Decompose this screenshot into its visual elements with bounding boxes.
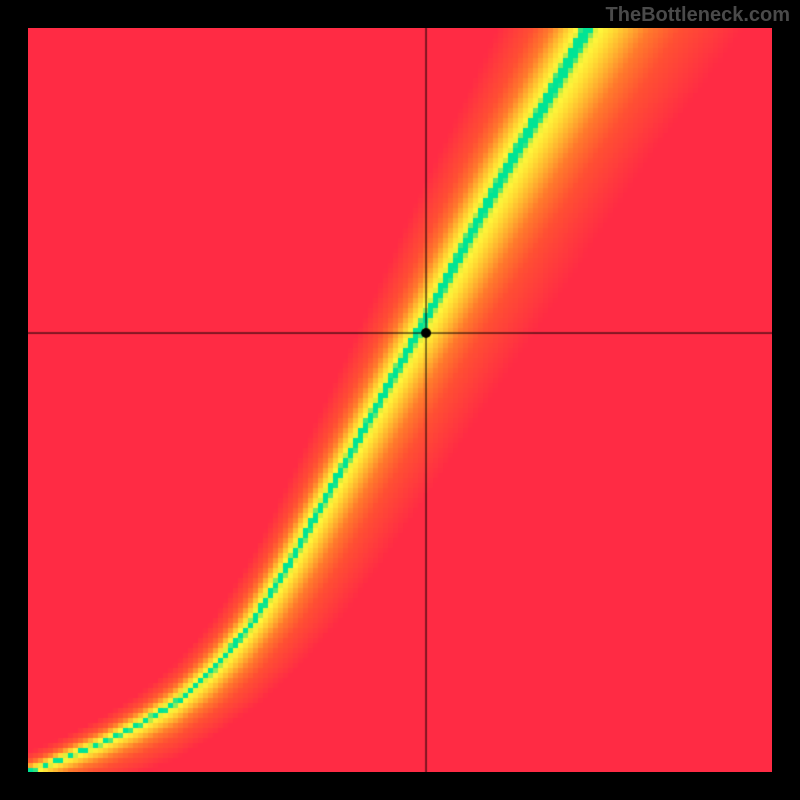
chart-container: TheBottleneck.com xyxy=(0,0,800,800)
bottleneck-heatmap xyxy=(28,28,772,772)
watermark-text: TheBottleneck.com xyxy=(606,4,790,27)
